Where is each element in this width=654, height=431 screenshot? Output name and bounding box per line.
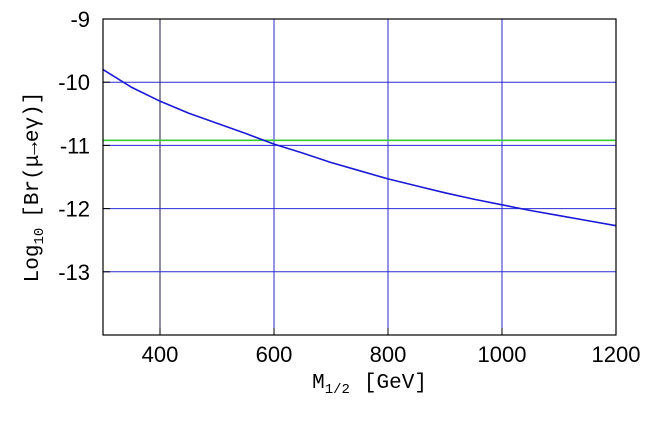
x-axis-label-unit: [GeV] [364, 372, 427, 395]
series-layer [102, 68, 617, 227]
y-tick-label-m13: -13 [58, 260, 90, 285]
y-axis-label-sub: 10 [32, 228, 48, 245]
y-tick-label-m11: -11 [60, 133, 90, 158]
label-layer: M1/2 [GeV] Log10 [Br(μ→eγ)] [22, 92, 427, 398]
x-axis-label-sub: 1/2 [325, 382, 350, 398]
x-tick-label-400: 400 [142, 342, 179, 367]
x-axis-label-main: M [312, 372, 325, 395]
x-tick-label-1000: 1000 [478, 342, 527, 367]
plot-frame [102, 18, 617, 336]
series-line-0 [102, 68, 617, 227]
y-axis-label-main: Log [22, 245, 45, 283]
x-tick-label-600: 600 [256, 342, 293, 367]
x-tick-label-1200: 1200 [592, 342, 641, 367]
y-tick-label-m9: -9 [70, 7, 90, 32]
x-axis-label: M1/2 [GeV] [312, 372, 427, 398]
tick-layer: 400 600 800 1000 1200 -9 -10 -11 -12 -13 [58, 7, 640, 367]
x-tick-label-800: 800 [370, 342, 407, 367]
y-tick-label-m10: -10 [58, 70, 90, 95]
y-axis-label: Log10 [Br(μ→eγ)] [22, 92, 48, 283]
y-tick-label-m12: -12 [58, 197, 90, 222]
grid-layer [103, 19, 616, 335]
y-axis-label-rest: [Br(μ→eγ)] [22, 92, 45, 218]
